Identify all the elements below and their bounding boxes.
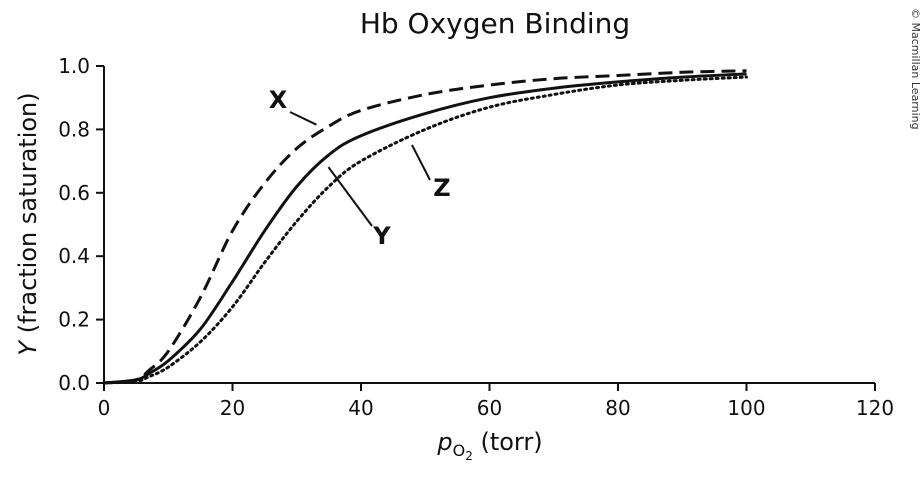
x-tick-label: 80 xyxy=(605,396,630,420)
x-tick-label: 0 xyxy=(98,396,111,420)
y-axis-label-italic: Y xyxy=(14,339,42,356)
y-axis-label: Y (fraction saturation) xyxy=(14,92,42,355)
x-axis-label-italic: p xyxy=(436,428,452,456)
x-axis-label: pO2 (torr) xyxy=(436,428,542,463)
x-axis-label-subsubscript: 2 xyxy=(465,449,473,463)
x-tick-label: 40 xyxy=(348,396,373,420)
x-axis-label-subscript: O xyxy=(453,441,466,460)
axes xyxy=(103,66,875,384)
y-tick-label: 1.0 xyxy=(58,54,90,78)
leader-line-y xyxy=(327,166,373,227)
x-tick-label: 100 xyxy=(727,396,765,420)
y-tick-label: 0.8 xyxy=(58,117,90,141)
chart-title: Hb Oxygen Binding xyxy=(360,7,630,40)
y-tick-label: 0.0 xyxy=(58,371,90,395)
y-tick-label: 0.6 xyxy=(58,181,90,205)
x-tick-label: 60 xyxy=(477,396,502,420)
y-tick-label: 0.4 xyxy=(58,244,90,268)
curve-y xyxy=(103,72,747,385)
x-tick-label: 120 xyxy=(856,396,894,420)
y-ticks: 0.0 0.2 0.4 0.6 0.8 1.0 xyxy=(58,54,104,395)
leader-line-z xyxy=(411,144,431,181)
leader-line-x xyxy=(289,111,317,126)
x-ticks: 0 20 40 60 80 100 120 xyxy=(98,383,894,420)
x-tick-label: 20 xyxy=(220,396,245,420)
curve-label-y: Y xyxy=(372,222,391,250)
curves xyxy=(102,69,748,385)
y-tick-label: 0.2 xyxy=(58,308,90,332)
copyright-credit: © Macmillan Learning xyxy=(909,8,922,130)
curve-annotations: X Y Z xyxy=(269,86,451,250)
curve-z xyxy=(102,75,748,385)
curve-x xyxy=(103,69,747,385)
x-axis-label-rest: (torr) xyxy=(473,428,543,456)
y-axis-label-rest: (fraction saturation) xyxy=(14,92,42,341)
curve-label-z: Z xyxy=(433,174,450,202)
curve-label-x: X xyxy=(269,86,288,114)
